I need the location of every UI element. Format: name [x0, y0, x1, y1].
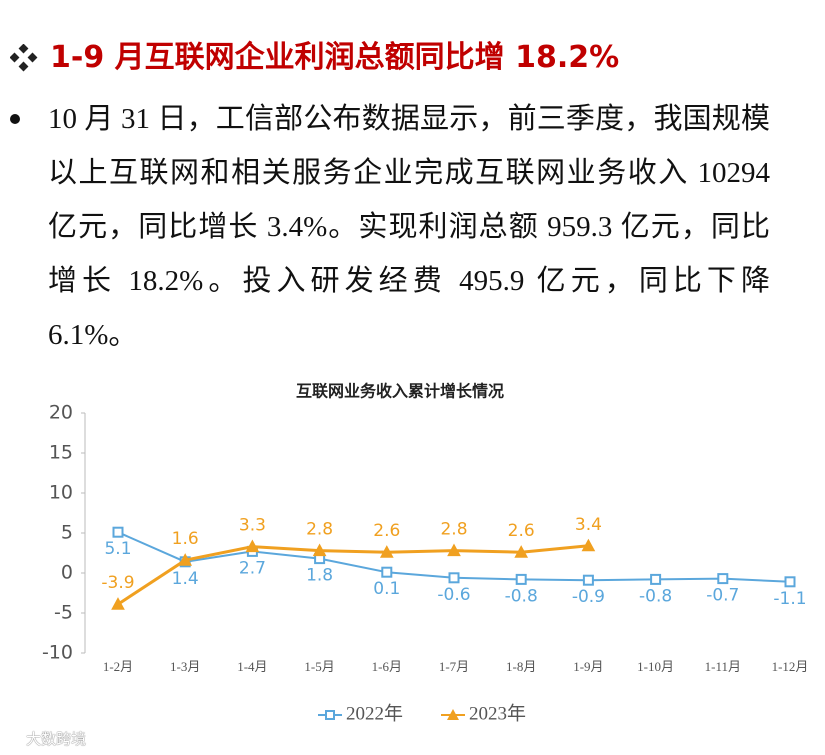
- data-label: -0.7: [706, 586, 739, 606]
- data-label: -1.1: [773, 589, 806, 609]
- data-label: 0.1: [373, 579, 400, 599]
- x-tick-label: 1-8月: [506, 659, 536, 674]
- marker: [111, 597, 125, 610]
- marker: [312, 543, 327, 557]
- data-label: 2.8: [306, 520, 333, 540]
- legend-marker: [447, 709, 459, 720]
- line-series: [117, 544, 589, 606]
- data-label: -3.9: [101, 573, 134, 593]
- marker: [381, 566, 393, 578]
- data-label: 1.4: [172, 569, 199, 589]
- data-label: -0.8: [505, 586, 538, 606]
- marker: [112, 526, 124, 538]
- watermark: 大数跨境: [26, 730, 87, 748]
- x-tick-label: 1-5月: [304, 659, 334, 674]
- y-tick-label: -10: [42, 642, 73, 664]
- data-label: 2.6: [508, 521, 535, 541]
- x-tick-label: 1-6月: [372, 659, 402, 674]
- marker: [784, 576, 796, 588]
- x-tick-label: 1-9月: [573, 659, 603, 674]
- y-tick-label: -5: [54, 602, 73, 624]
- data-label: 1.6: [172, 529, 199, 549]
- marker: [245, 539, 260, 553]
- data-label: 1.8: [306, 566, 333, 586]
- x-tick-label: 1-10月: [637, 659, 674, 674]
- x-tick-label: 1-2月: [103, 659, 133, 674]
- legend-label: 2022年: [346, 702, 403, 724]
- data-label: -0.6: [437, 585, 470, 605]
- data-label: 2.7: [239, 558, 266, 578]
- paragraph: 10 月 31 日，工信部公布数据显示，前三季度，我国规模以上互联网和相关服务企…: [48, 103, 770, 351]
- x-tick-label: 1-12月: [772, 659, 809, 674]
- marker: [650, 573, 662, 585]
- data-label: 3.3: [239, 516, 266, 536]
- legend-marker: [325, 710, 335, 720]
- marker: [581, 538, 596, 552]
- marker: [379, 545, 394, 558]
- data-label: -0.8: [639, 586, 672, 606]
- x-tick-label: 1-4月: [237, 659, 267, 674]
- data-label: -0.9: [572, 587, 605, 607]
- marker: [515, 573, 527, 585]
- marker: [447, 543, 461, 557]
- heading-bullet: [10, 44, 38, 72]
- heading: 1-9 月互联网企业利润总额同比增 18.2%: [50, 40, 620, 75]
- legend-label: 2023年: [469, 702, 526, 724]
- y-tick-label: 5: [61, 522, 73, 544]
- x-tick-label: 1-7月: [439, 659, 469, 674]
- marker: [448, 572, 460, 584]
- data-label: 2.8: [440, 520, 467, 540]
- chart-title: 互联网业务收入累计增长情况: [296, 382, 504, 401]
- x-tick-label: 1-3月: [170, 659, 200, 674]
- marker: [582, 574, 594, 586]
- data-label: 5.1: [104, 539, 131, 559]
- data-label: 3.4: [575, 515, 602, 535]
- y-tick-label: 15: [49, 442, 73, 464]
- bullet: [10, 114, 20, 124]
- marker: [178, 553, 193, 566]
- y-tick-label: 10: [49, 482, 73, 504]
- data-label: 2.6: [373, 521, 400, 541]
- y-tick-label: 20: [49, 402, 73, 424]
- marker: [514, 545, 529, 558]
- marker: [717, 573, 729, 585]
- x-tick-label: 1-11月: [705, 659, 741, 674]
- y-tick-label: 0: [61, 562, 73, 584]
